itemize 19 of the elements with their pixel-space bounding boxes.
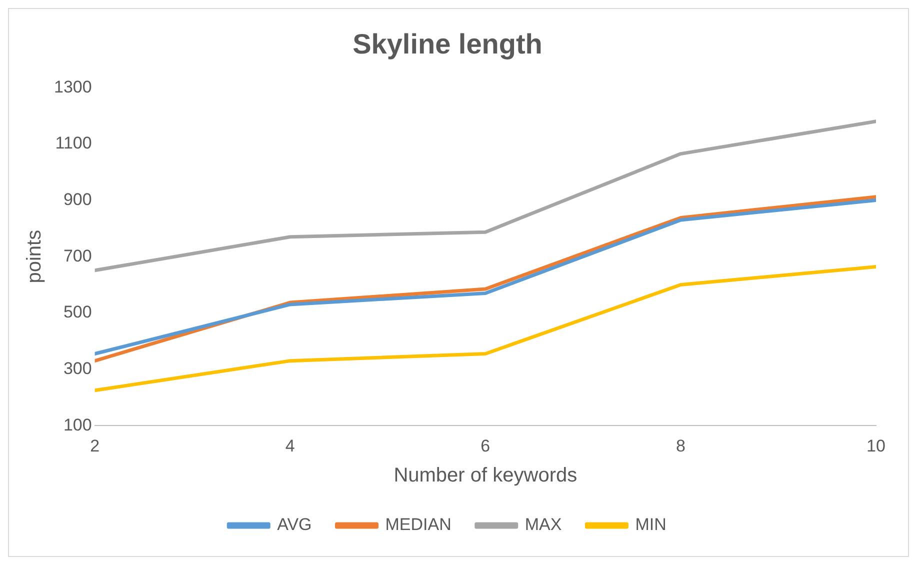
legend-label: AVG xyxy=(277,515,312,534)
legend-label: MAX xyxy=(524,515,562,534)
x-axis-title: Number of keywords xyxy=(394,464,578,487)
y-tick-label: 1100 xyxy=(55,134,92,153)
y-tick-label: 900 xyxy=(63,190,92,209)
legend-label: MIN xyxy=(635,515,666,534)
x-tick-label: 4 xyxy=(285,436,295,456)
y-tick-label: 300 xyxy=(63,358,92,378)
x-tick-label: 8 xyxy=(676,436,686,456)
legend-label: MEDIAN xyxy=(385,515,452,534)
x-tick-label: 2 xyxy=(90,436,100,456)
chart-title: Skyline length xyxy=(352,28,542,60)
x-tick-label: 6 xyxy=(480,436,490,456)
y-tick-label: 1300 xyxy=(54,77,92,96)
y-tick-label: 700 xyxy=(63,246,92,266)
y-tick-label: 100 xyxy=(63,415,92,434)
y-axis-title: points xyxy=(24,230,46,284)
x-tick-label: 10 xyxy=(866,436,886,456)
y-tick-label: 500 xyxy=(63,302,92,322)
